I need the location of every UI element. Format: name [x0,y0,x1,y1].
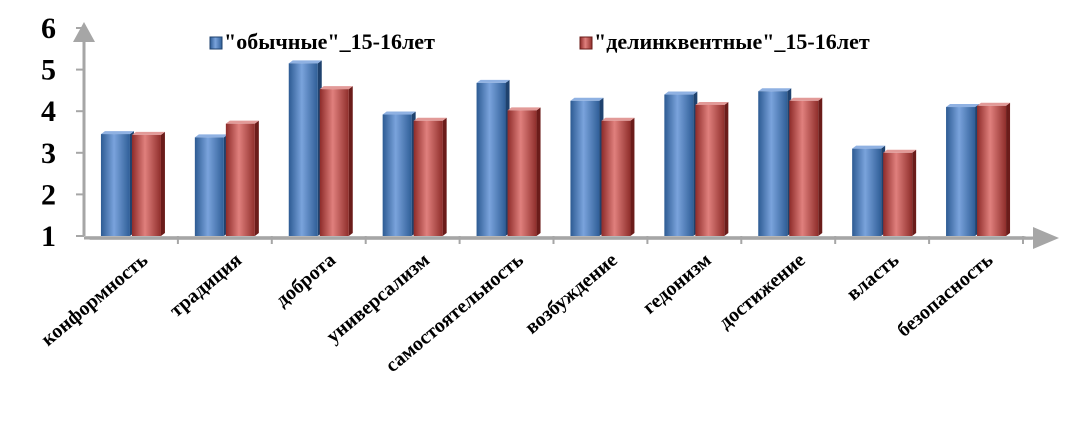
bar-top [883,149,917,153]
bar-top [225,120,259,124]
y-tick-label: 4 [41,95,56,128]
axes-group [73,22,1059,249]
bar-obychnye [570,100,600,236]
bar-top [194,134,228,138]
bar-delinkventnye [977,105,1007,237]
y-tick-label: 2 [41,178,56,211]
y-tick-labels: 1 2 3 4 5 6 [41,12,84,253]
y-tick-label: 5 [41,54,56,87]
bar-top [789,97,823,101]
bar-side [348,86,353,236]
bar-side [254,120,259,236]
bar-top [288,60,322,64]
category-label: доброта [271,249,340,312]
bar-delinkventnye [507,110,537,236]
bar-side [442,117,447,236]
bar-side [724,101,729,237]
category-label: конформность [37,249,152,351]
bar-obychnye [100,134,130,236]
bar-side [1006,102,1011,237]
bar-top [601,117,635,121]
bar-top [977,102,1011,106]
bars-group [100,60,1011,237]
bar-top [413,117,447,121]
category-label: безопасность [893,249,998,342]
bar-side [536,107,541,236]
bar-side [160,131,165,236]
bar-delinkventnye [789,100,819,236]
y-tick-label: 3 [41,137,56,170]
bar-top [758,88,792,92]
bar-delinkventnye [413,120,443,236]
legend-label: "обычные"_15-16лет [224,29,435,54]
bar-top [570,97,604,101]
bar-side [818,97,823,236]
category-label: власть [842,249,903,305]
bar-top [319,86,353,90]
bar-top [100,131,134,135]
bar-obychnye [852,148,882,236]
legend-swatch [579,36,593,50]
bar-delinkventnye [319,89,349,236]
bar-top [507,107,541,111]
y-tick-label: 6 [41,12,56,45]
category-label: традиция [166,249,247,322]
bar-top [382,111,416,115]
bar-obychnye [476,82,506,236]
legend: "обычные"_15-16лет "делинквентные"_15-16л… [209,29,870,54]
bar-side [912,149,917,236]
bar-top [664,91,698,95]
bar-top [476,79,510,83]
bar-top [131,131,165,135]
bar-obychnye [946,107,976,236]
legend-swatch [209,36,223,50]
x-axis-arrow [1033,227,1059,249]
bar-obychnye [382,114,412,236]
bar-delinkventnye [601,120,631,236]
bar-side [630,117,635,236]
bar-top [852,145,886,149]
bar-top [946,104,980,108]
bar-delinkventnye [225,123,255,236]
legend-label: "делинквентные"_15-16лет [594,29,870,54]
bar-obychnye [288,63,318,236]
bar-obychnye [664,94,694,236]
y-axis-arrow [73,22,95,42]
category-label: возбуждение [521,249,622,339]
bar-obychnye [758,91,788,237]
bar-delinkventnye [883,152,913,236]
y-tick-label: 1 [41,220,56,253]
category-label: достижение [715,249,810,334]
category-label: гедонизм [639,249,716,319]
bar-top [695,101,729,105]
bar-delinkventnye [131,134,161,236]
x-tick-labels: конформность традиция добротауниверсализмс… [37,249,998,377]
bar-delinkventnye [695,104,725,237]
bar-obychnye [194,137,224,236]
